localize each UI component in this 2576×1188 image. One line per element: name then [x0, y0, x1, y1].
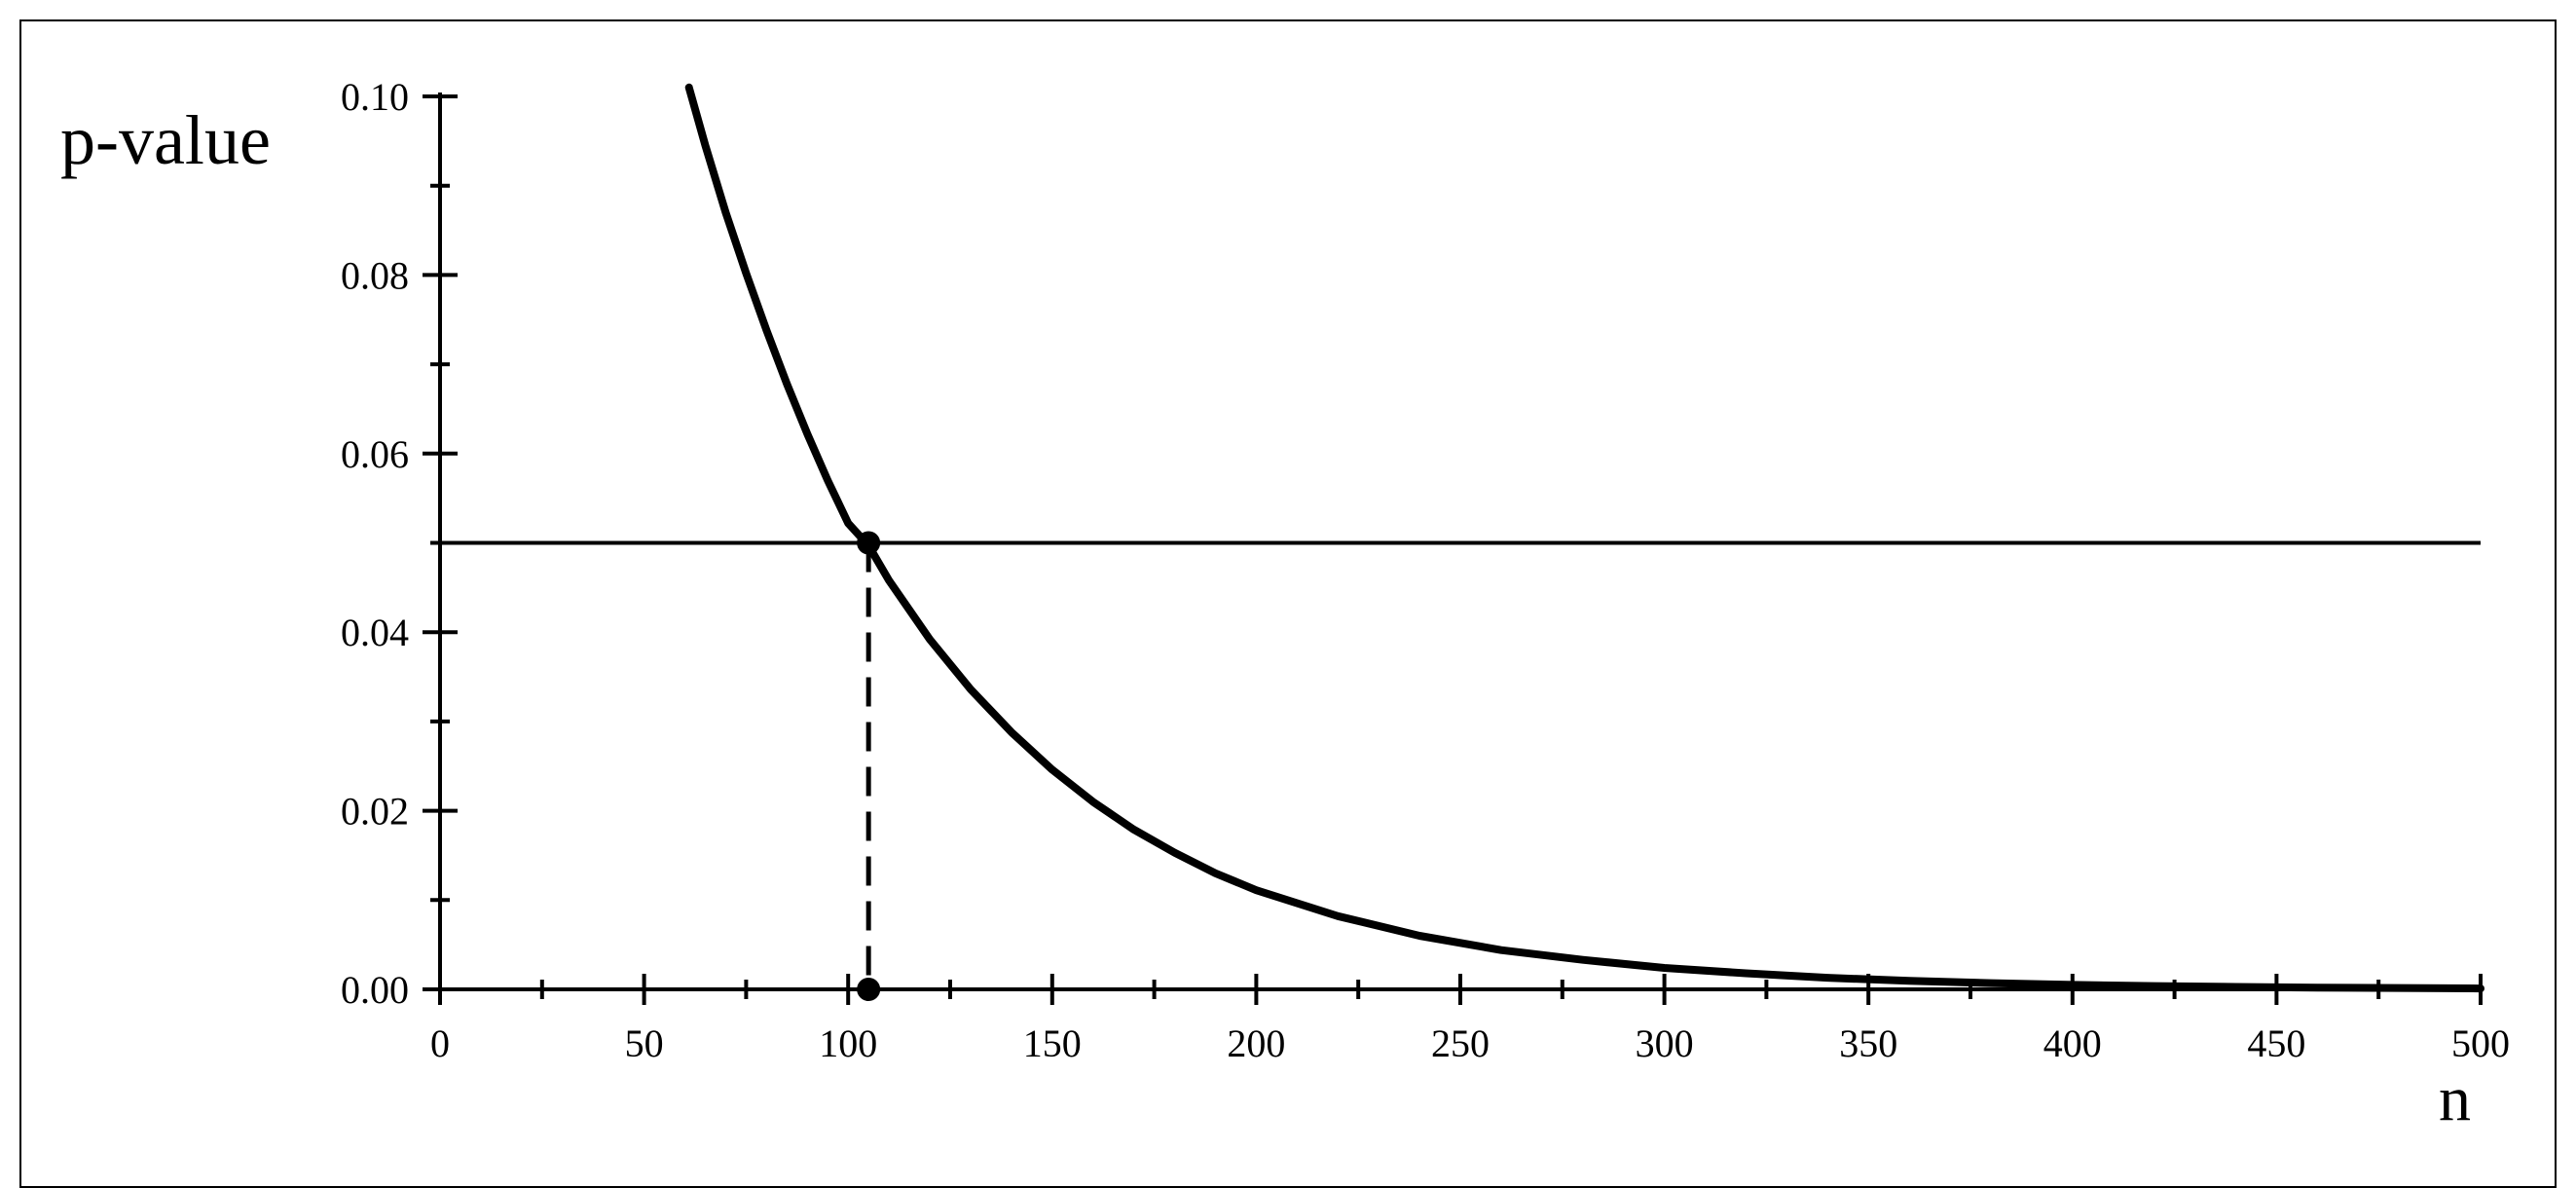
- points: [857, 531, 881, 1001]
- y-tick-label: 0.04: [341, 611, 409, 654]
- x-tick-label: 0: [430, 1021, 450, 1065]
- x-axis-title: n: [2439, 1063, 2471, 1134]
- x-tick-label: 100: [819, 1021, 877, 1065]
- x-tick-label: 300: [1636, 1021, 1694, 1065]
- x-tick-label: 400: [2043, 1021, 2102, 1065]
- chart-frame: [19, 19, 2557, 1188]
- y-tick-label: 0.06: [341, 432, 409, 476]
- x-tick-label: 200: [1227, 1021, 1285, 1065]
- x-tick-label: 500: [2451, 1021, 2510, 1065]
- y-tick-label: 0.00: [341, 968, 409, 1012]
- y-axis-title: p-value: [60, 101, 271, 179]
- y-tick-label: 0.02: [341, 790, 409, 834]
- marker-point: [857, 978, 881, 1001]
- marker-point: [857, 531, 881, 555]
- y-tick-label: 0.08: [341, 253, 409, 297]
- x-tick-label: 350: [1839, 1021, 1897, 1065]
- x-tick-label: 50: [625, 1021, 664, 1065]
- p-value-curve: [684, 83, 2484, 993]
- x-tick-label: 150: [1023, 1021, 1082, 1065]
- axes: 0 50 100 150 200 250 300 350 400 450 500 0.00 0.02 0.…: [341, 75, 2510, 1065]
- series: [440, 83, 2484, 993]
- x-tick-label: 250: [1431, 1021, 1490, 1065]
- y-tick-label: 0.10: [341, 75, 409, 119]
- x-tick-label: 450: [2247, 1021, 2305, 1065]
